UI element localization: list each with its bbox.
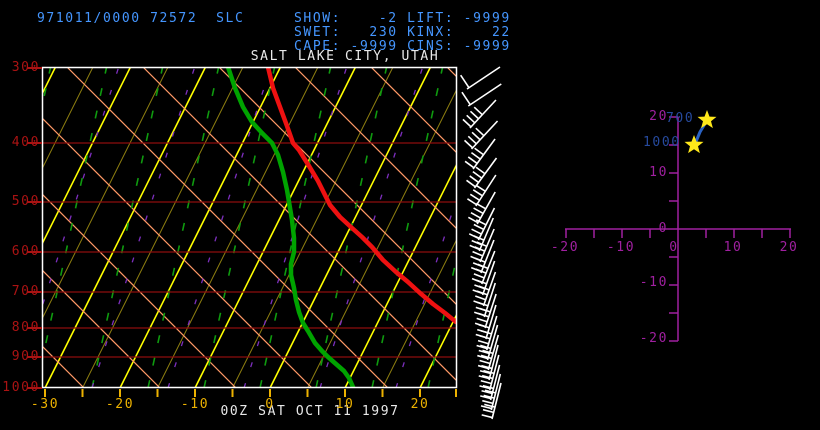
temp-label--20: -20 [92,398,148,412]
hodo-level-label-1000: 1000 [643,136,681,150]
hodo-x-label--10: -10 [597,241,645,255]
hodo-x-label-20: 20 [765,241,813,255]
level-star-marker [685,135,704,153]
pressure-label-300: 300 [0,61,40,75]
hodo-y-label--20: -20 [622,332,668,346]
pressure-label-900: 900 [0,350,40,364]
skewt-app-window: 971011/0000 72572 SLC SHOW: -2 LIFT: -99… [0,0,820,430]
pressure-label-700: 700 [0,285,40,299]
temp-label--10: -10 [167,398,223,412]
hodo-y-label-0: 0 [622,222,668,236]
skewt-axes [27,68,457,398]
temp-label-0: 0 [242,398,298,412]
dewpoint-trace [228,67,353,387]
index-line-show-lift: SHOW: -2 LIFT: -9999 [294,12,511,26]
pressure-label-500: 500 [0,195,40,209]
chart-title: SALT LAKE CITY, UTAH [225,50,465,64]
temperature-trace [268,67,456,322]
hodo-level-label-700: 700 [666,112,694,126]
hodo-x-label-10: 10 [709,241,757,255]
hodo-y-label-10: 10 [622,166,668,180]
hodo-x-label-0: 0 [650,241,698,255]
hodo-y-label--10: -10 [622,276,668,290]
index-line-swet-kinx: SWET: 230 KINX: 22 [294,26,511,40]
pressure-label-1000: 1000 [0,381,40,395]
pressure-label-800: 800 [0,321,40,335]
hodo-x-label--20: -20 [541,241,589,255]
level-star-marker [698,110,717,128]
pressure-label-400: 400 [0,136,40,150]
wind-barb-column [461,67,502,419]
hodo-y-label-20: 20 [622,110,668,124]
pressure-label-600: 600 [0,245,40,259]
valid-time-label: 00Z SAT OCT 11 1997 [200,405,420,419]
temp-label--30: -30 [17,398,73,412]
skewt-hodograph-canvas [0,0,820,430]
station-id-line: 971011/0000 72572 SLC [37,12,244,26]
temp-label-10: 10 [317,398,373,412]
temp-label-20: 20 [392,398,448,412]
skewt-background-grid [0,67,820,388]
